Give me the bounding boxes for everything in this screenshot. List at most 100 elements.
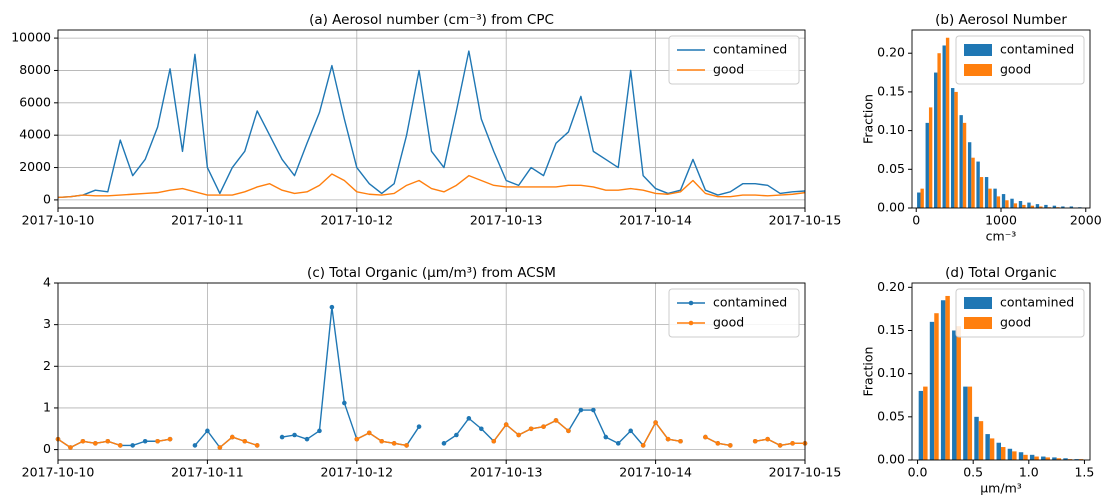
point [553, 418, 559, 423]
subplot: (c) Total Organic (μm/m³) from ACSM 0 1 2 3 4… [22, 265, 842, 480]
bar [1001, 447, 1006, 460]
bar [1027, 202, 1031, 208]
y-tick-label: 10000 [11, 30, 51, 45]
point [379, 438, 385, 444]
bar [1063, 458, 1068, 460]
point [217, 445, 223, 450]
point [167, 436, 173, 442]
series-line [57, 173, 806, 199]
bar [937, 53, 941, 208]
legend-swatch [964, 297, 992, 309]
y-tick-label: 0.05 [877, 161, 905, 176]
point [640, 443, 646, 448]
x-tick-label: 1.0 [1019, 465, 1039, 480]
legend-swatch [964, 64, 992, 76]
legend-box [668, 35, 800, 85]
x-tick-label: 2017-10-13 [470, 465, 543, 480]
chart-title: (c) Total Organic (μm/m³) from ACSM [307, 265, 556, 281]
bar [988, 188, 992, 208]
point [653, 420, 658, 425]
bar [984, 177, 989, 208]
point [354, 436, 360, 442]
point [254, 443, 260, 448]
bar [967, 386, 973, 460]
x-tick-label: 0.5 [963, 465, 983, 480]
bar [1035, 204, 1040, 208]
bar [976, 161, 980, 208]
bar [989, 438, 995, 460]
bar [934, 313, 939, 460]
point [404, 443, 409, 448]
bar [985, 434, 990, 460]
x-tick-label: 1000 [985, 213, 1017, 228]
point [615, 441, 621, 446]
bar [928, 107, 933, 208]
bar [1052, 457, 1057, 460]
x-tick-label: 2017-10-14 [619, 213, 692, 228]
y-tick-label: 4 [43, 275, 51, 290]
bar [917, 192, 921, 208]
y-axis-label: Fraction [861, 94, 876, 144]
bar [1045, 457, 1050, 460]
bar [956, 326, 961, 460]
bar [993, 188, 997, 208]
bar [1010, 198, 1014, 208]
subplot: (a) Aerosol number (cm⁻³) from CPC 0 2000 4… [11, 12, 841, 228]
subplot: (d) Total Organic 0.00 0.05 0.10 0.15 0.20 0.0… [861, 265, 1095, 496]
point [491, 438, 497, 444]
point [304, 436, 310, 442]
point [317, 428, 322, 434]
point [479, 426, 484, 432]
bar [1039, 206, 1043, 208]
bar [963, 386, 968, 460]
bar [971, 157, 975, 208]
bar [920, 188, 924, 208]
bar [1005, 200, 1009, 208]
bar [940, 300, 946, 460]
point [752, 438, 758, 444]
y-tick-label: 2000 [19, 159, 51, 174]
point [279, 434, 285, 440]
bar [1061, 206, 1065, 208]
y-tick-label: 8000 [19, 62, 51, 77]
point [541, 424, 546, 429]
point [68, 445, 73, 450]
bar [1001, 194, 1006, 208]
bar [1012, 451, 1017, 460]
bar [974, 416, 979, 460]
bar [950, 88, 955, 208]
point [205, 428, 210, 434]
legend-label: contamined [1000, 295, 1074, 310]
bar [1018, 452, 1024, 460]
legend-marker [688, 320, 694, 326]
legend-label: contamined [1000, 42, 1074, 57]
x-tick-label: 2017-10-14 [619, 465, 692, 480]
subplot: (b) Aerosol Number 0.00 0.05 0.10 0.15 0.20 0 1… [861, 12, 1102, 244]
bar [945, 295, 950, 460]
bar [1023, 454, 1028, 460]
point [566, 428, 571, 434]
legend-label: good [1000, 62, 1031, 77]
point [93, 441, 98, 446]
legend-box [668, 288, 800, 338]
x-axis-label: cm⁻³ [986, 229, 1017, 244]
bar [1041, 456, 1046, 460]
point [454, 432, 459, 438]
y-tick-label: 0 [43, 441, 51, 456]
axes-frame [57, 282, 806, 461]
bar [1044, 204, 1048, 208]
x-tick-label: 2017-10-15 [769, 213, 842, 228]
point [441, 441, 447, 446]
bar [979, 177, 984, 208]
axes-frame [911, 29, 1091, 209]
x-tick-label: 2000 [1070, 213, 1102, 228]
x-axis-label: μm/m³ [980, 481, 1022, 496]
y-axis-label: Fraction [861, 347, 876, 397]
y-tick-label: 0.15 [877, 83, 905, 98]
point [578, 407, 584, 413]
y-tick-label: 0.10 [877, 122, 905, 137]
y-tick-label: 0 [43, 191, 51, 206]
chart-title: (d) Total Organic [945, 265, 1057, 281]
point [728, 443, 733, 448]
